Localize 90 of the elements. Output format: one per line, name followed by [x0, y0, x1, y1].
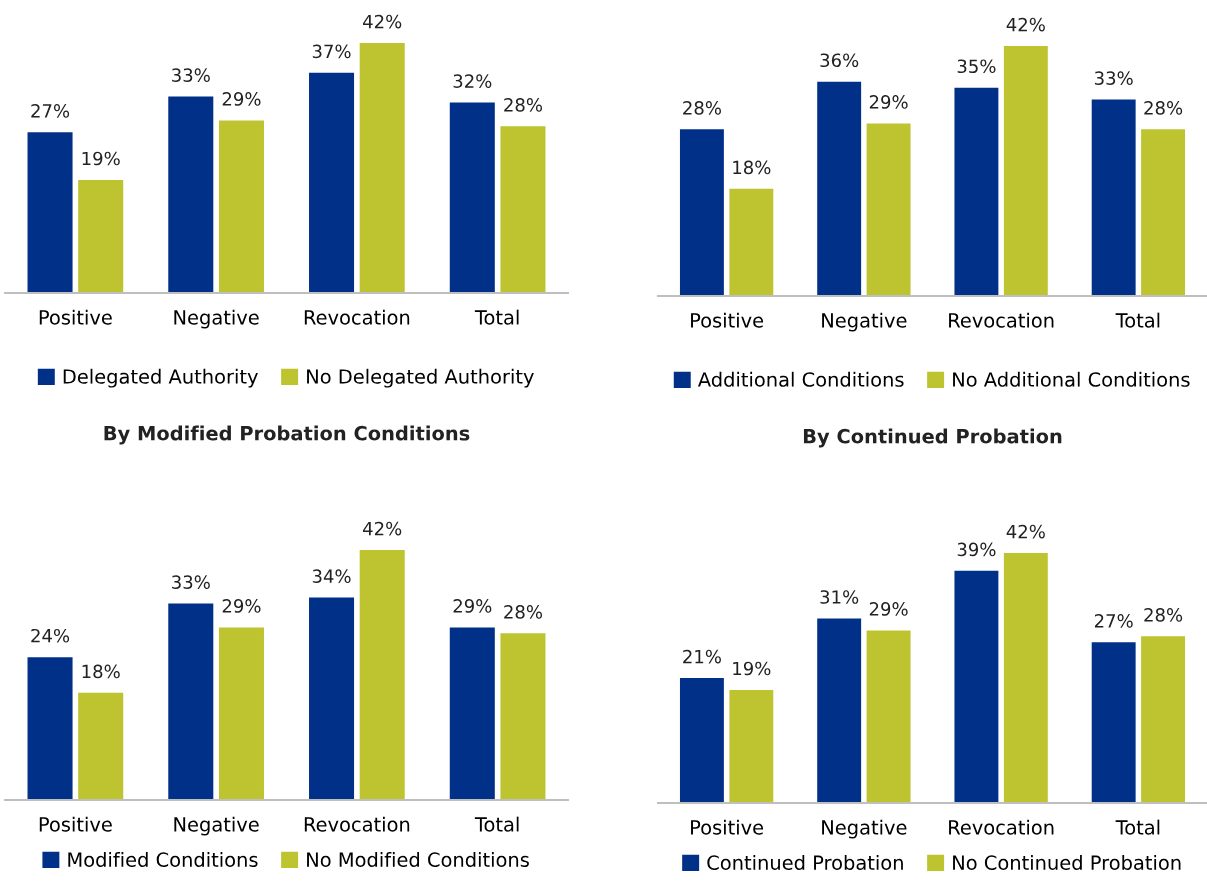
bar — [309, 72, 355, 293]
x-tick-label: Total — [474, 309, 519, 325]
data-label: 28% — [1144, 101, 1183, 115]
legend-label: Delegated Authority — [63, 368, 258, 388]
legend-label: Continued Probation — [707, 854, 903, 870]
data-label: 33% — [1094, 71, 1133, 85]
data-label: 35% — [957, 59, 996, 74]
data-label: 42% — [1006, 524, 1045, 539]
bar — [309, 597, 355, 800]
bar — [954, 570, 999, 803]
data-label: 18% — [82, 664, 120, 679]
data-label: 33% — [172, 575, 210, 589]
bar — [1003, 553, 1048, 803]
data-label: 28% — [504, 605, 543, 619]
bar — [679, 129, 724, 296]
bar — [500, 633, 546, 800]
bar — [679, 678, 724, 803]
x-tick-label: Revocation — [949, 312, 1054, 328]
x-tick-label: Negative — [174, 309, 259, 329]
data-label: 19% — [82, 151, 120, 166]
x-tick-label: Positive — [39, 816, 112, 832]
chart-title: By Continued Probation — [803, 428, 1062, 448]
data-label: 27% — [31, 104, 70, 118]
data-label: 34% — [312, 569, 351, 584]
data-label: 37% — [312, 44, 351, 59]
data-label: 29% — [222, 92, 261, 106]
x-tick-label: Total — [1115, 819, 1160, 835]
x-tick-label: Revocation — [304, 816, 410, 832]
x-tick-label: Total — [474, 816, 519, 832]
bar — [866, 123, 911, 296]
bar — [218, 627, 264, 800]
x-tick-label: Positive — [691, 819, 764, 835]
data-label: 39% — [957, 542, 996, 557]
legend-label: No Continued Probation — [953, 854, 1181, 870]
bar — [168, 96, 214, 293]
data-label: 32% — [453, 74, 492, 88]
x-tick-label: Total — [1115, 312, 1160, 328]
data-label: 36% — [820, 53, 859, 68]
data-label: 19% — [733, 661, 771, 676]
data-label: 29% — [869, 95, 908, 109]
bar — [27, 657, 73, 800]
x-tick-label: Negative — [822, 819, 907, 839]
legend-label: No Modified Conditions — [307, 851, 529, 867]
bar — [817, 618, 862, 803]
bar — [1091, 642, 1136, 803]
bar — [729, 689, 774, 803]
data-label: 28% — [504, 98, 543, 112]
bar — [1091, 99, 1136, 296]
bar — [500, 126, 546, 293]
x-tick-label: Positive — [39, 309, 112, 325]
x-tick-label: Revocation — [304, 309, 410, 325]
data-label: 42% — [363, 521, 402, 536]
x-tick-label: Revocation — [949, 819, 1054, 835]
bar — [1141, 129, 1186, 296]
bar — [359, 43, 405, 293]
data-label: 27% — [1094, 614, 1133, 628]
data-label: 18% — [733, 160, 771, 175]
x-tick-label: Negative — [174, 816, 259, 836]
bar — [817, 81, 862, 296]
data-label: 28% — [683, 101, 721, 115]
legend-label: Additional Conditions — [697, 371, 904, 387]
bar — [27, 132, 73, 293]
chart-title: By Modified Probation Conditions — [104, 425, 470, 445]
legend-label: No Delegated Authority — [307, 368, 534, 388]
bar — [1003, 46, 1048, 296]
bar — [1141, 636, 1186, 803]
bar — [78, 179, 124, 293]
bar — [954, 87, 999, 296]
bar — [449, 627, 495, 800]
bar — [168, 603, 214, 800]
bar — [78, 692, 124, 800]
bar — [359, 550, 405, 800]
data-label: 28% — [1144, 608, 1183, 622]
data-label: 42% — [1006, 17, 1045, 32]
data-label: 21% — [683, 649, 721, 664]
data-label: 42% — [363, 14, 402, 29]
x-tick-label: Positive — [691, 312, 764, 328]
bar — [218, 120, 264, 293]
bar — [449, 102, 495, 293]
bar — [866, 630, 911, 803]
data-label: 24% — [31, 628, 70, 643]
legend-label: No Additional Conditions — [953, 371, 1190, 387]
data-label: 29% — [453, 599, 492, 613]
legend-label: Modified Conditions — [68, 851, 258, 867]
data-label: 29% — [869, 602, 908, 616]
data-label: 33% — [172, 68, 210, 82]
x-tick-label: Negative — [822, 312, 907, 332]
bar — [729, 188, 774, 296]
data-label: 29% — [222, 599, 261, 613]
data-label: 31% — [820, 590, 859, 604]
